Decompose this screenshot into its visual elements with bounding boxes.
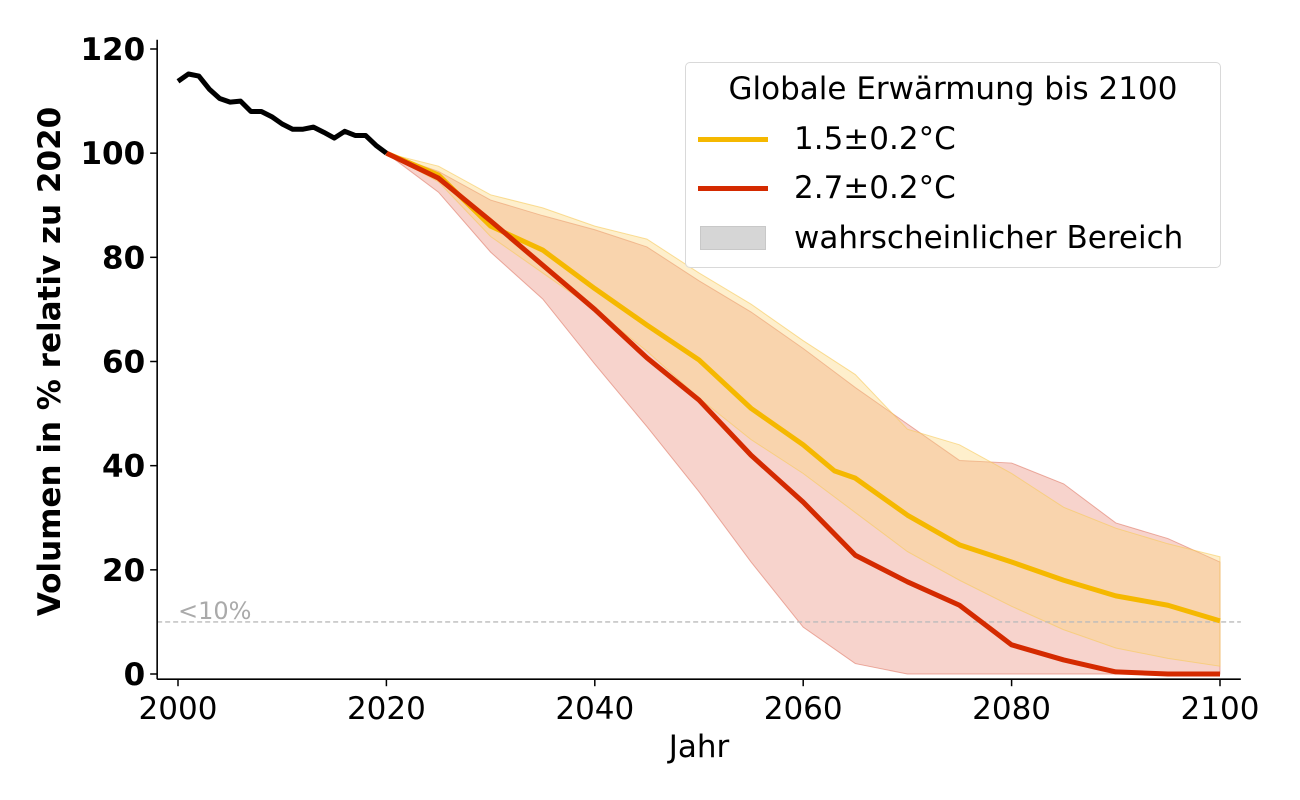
- y-tick-label: 60: [102, 345, 145, 381]
- y-tick-label: 100: [80, 136, 145, 172]
- legend-entry-1-5c: 1.5±0.2°C: [698, 119, 956, 159]
- x-axis-label: Jahr: [667, 729, 730, 765]
- x-axis-ticks: 2000 2020 2040 2060 2080 2100: [139, 679, 1260, 727]
- series-lines: [176, 71, 1221, 677]
- legend-swatch-1-5c: [698, 136, 768, 142]
- legend-entry-2-7c: 2.7±0.2°C: [698, 168, 956, 208]
- legend-entry-range: wahrscheinlicher Bereich: [698, 218, 1183, 258]
- legend-title: Globale Erwärmung bis 2100: [728, 71, 1178, 107]
- line-1-5c: [385, 150, 1221, 624]
- legend-label-1-5c: 1.5±0.2°C: [794, 121, 956, 157]
- y-tick-label: 20: [102, 553, 145, 589]
- legend: Globale Erwärmung bis 2100 1.5±0.2°C 2.7…: [685, 62, 1221, 268]
- x-tick-label: 2080: [972, 691, 1051, 727]
- legend-swatch-2-7c: [698, 185, 768, 191]
- x-tick-label: 2100: [1181, 691, 1260, 727]
- line-historical: [176, 71, 388, 156]
- y-axis-label: Volumen in % relativ zu 2020: [32, 107, 68, 616]
- y-tick-label: 40: [102, 449, 145, 485]
- x-tick-label: 2040: [555, 691, 634, 727]
- legend-label-range: wahrscheinlicher Bereich: [794, 220, 1184, 256]
- band-1-5c: [386, 152, 1221, 667]
- threshold-annotation: <10%: [178, 597, 251, 625]
- y-axis-ticks: 0 20 40 60 80 100 120: [80, 32, 158, 693]
- x-tick-label: 2020: [347, 691, 426, 727]
- uncertainty-bands: [386, 152, 1221, 675]
- legend-swatch-range: [700, 226, 766, 250]
- y-tick-label: 0: [124, 657, 146, 693]
- x-tick-label: 2060: [764, 691, 843, 727]
- y-tick-label: 120: [80, 32, 145, 68]
- line-2-7c: [385, 150, 1220, 677]
- legend-label-2-7c: 2.7±0.2°C: [794, 170, 956, 206]
- x-tick-label: 2000: [139, 691, 218, 727]
- y-tick-label: 80: [102, 240, 145, 276]
